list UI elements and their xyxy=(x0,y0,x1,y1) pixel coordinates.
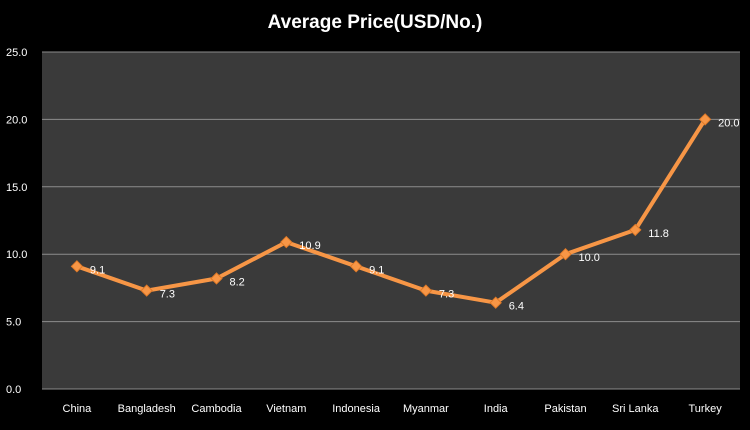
y-tick-label: 15.0 xyxy=(6,182,27,194)
y-tick-label: 0.0 xyxy=(6,384,21,396)
x-tick-label: Cambodia xyxy=(191,403,242,415)
data-label: 9.1 xyxy=(90,264,105,276)
x-tick-label: Bangladesh xyxy=(118,403,176,415)
data-point-marker xyxy=(349,260,363,273)
gridlines xyxy=(42,51,740,390)
y-axis-tick-labels: 0.0 5.0 10.0 15.0 20.0 25.0 xyxy=(6,47,27,396)
data-point-marker xyxy=(210,272,223,285)
x-tick-label: Vietnam xyxy=(266,403,306,415)
data-point-marker xyxy=(419,284,433,297)
series-layer xyxy=(70,113,712,309)
data-point-marker xyxy=(629,223,642,237)
plot-area xyxy=(42,52,740,389)
data-label: 6.4 xyxy=(509,301,524,313)
data-point-marker xyxy=(559,247,572,261)
y-tick-label: 20.0 xyxy=(6,114,27,126)
y-tick-label: 10.0 xyxy=(6,249,27,261)
data-label: 9.1 xyxy=(369,264,384,276)
data-point-marker xyxy=(489,296,502,309)
data-label: 10.0 xyxy=(579,252,600,264)
x-tick-label: Myanmar xyxy=(403,403,449,415)
x-tick-label: China xyxy=(63,403,93,415)
y-tick-label: 5.0 xyxy=(6,317,21,329)
x-tick-label: Pakistan xyxy=(544,403,586,415)
series-line xyxy=(74,117,708,305)
x-tick-label: India xyxy=(484,403,509,415)
data-label: 7.3 xyxy=(160,289,175,301)
data-label: 20.0 xyxy=(718,117,739,129)
data-label: 11.8 xyxy=(648,228,669,240)
x-tick-label: Sri Lanka xyxy=(612,403,659,415)
chart-title: Average Price(USD/No.) xyxy=(267,12,483,33)
data-point-marker xyxy=(280,235,293,249)
data-point-marker xyxy=(140,284,153,297)
y-tick-label: 25.0 xyxy=(6,47,27,59)
x-tick-label: Indonesia xyxy=(332,403,381,415)
x-tick-label: Turkey xyxy=(688,403,722,415)
data-label: 8.2 xyxy=(230,276,245,288)
data-point-marker xyxy=(70,260,84,273)
data-label: 7.3 xyxy=(439,289,454,301)
data-labels: 9.1 7.3 8.2 10.9 9.1 7.3 6.4 10.0 11.8 20.0 xyxy=(90,117,740,312)
data-label: 10.9 xyxy=(299,240,320,252)
data-point-marker xyxy=(698,113,712,126)
x-axis-tick-labels: China Bangladesh Cambodia Vietnam Indonesia M… xyxy=(63,403,723,415)
